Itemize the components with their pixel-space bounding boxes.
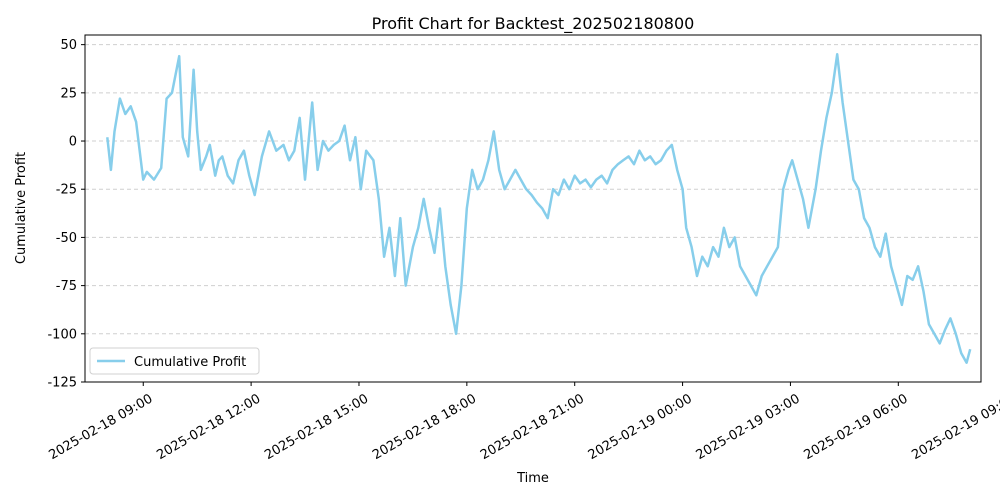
x-tick-label: 2025-02-19 03:00 — [694, 391, 803, 463]
legend: Cumulative Profit — [89, 347, 260, 375]
x-tick-label: 2025-02-18 12:00 — [154, 391, 263, 463]
y-tick-label: -125 — [47, 376, 77, 391]
legend-box — [89, 347, 260, 375]
x-tick-label: 2025-02-18 09:00 — [46, 391, 155, 463]
y-axis: 50 25 0 -25 -50 -75 -100 -125 — [47, 38, 85, 391]
series-layer — [106, 53, 972, 364]
y-tick-label: 0 — [69, 135, 77, 150]
x-tick-label: 2025-02-18 21:00 — [478, 391, 587, 463]
gridlines — [85, 44, 981, 383]
x-tick-label: 2025-02-19 00:00 — [586, 391, 695, 463]
series-line-cumulative-profit — [106, 53, 972, 364]
plot-frame — [84, 34, 982, 383]
x-tick-label: 2025-02-18 15:00 — [262, 391, 371, 463]
x-tick-label: 2025-02-19 06:00 — [802, 391, 911, 463]
y-axis-title: Cumulative Profit — [14, 152, 29, 264]
y-tick-label: -50 — [56, 231, 77, 246]
y-tick-label: 50 — [60, 38, 77, 53]
x-axis-title: Time — [516, 471, 549, 486]
chart-title: Profit Chart for Backtest_202502180800 — [372, 14, 695, 34]
y-tick-label: 25 — [60, 86, 77, 101]
x-tick-label: 2025-02-19 09:00 — [909, 391, 1000, 463]
y-tick-label: -75 — [56, 279, 77, 294]
legend-label: Cumulative Profit — [134, 355, 246, 370]
y-tick-label: -25 — [56, 183, 77, 198]
y-tick-label: -100 — [47, 327, 77, 342]
x-tick-label: 2025-02-18 18:00 — [370, 391, 479, 463]
